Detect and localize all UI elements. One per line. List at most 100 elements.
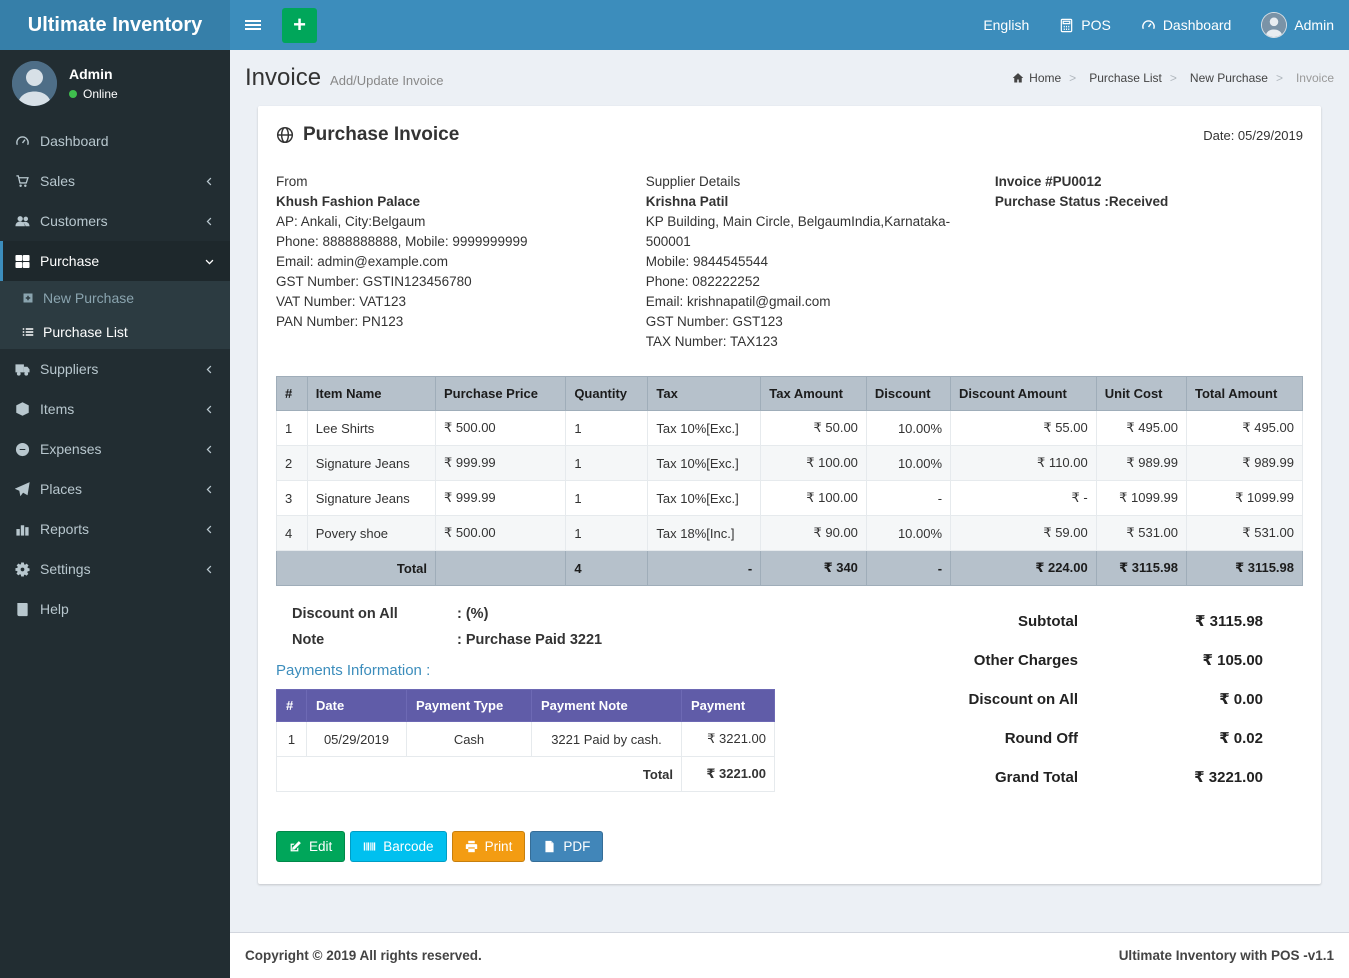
edit-button[interactable]: Edit bbox=[276, 831, 346, 862]
summary-other-charges: Other Charges ₹ 105.00 bbox=[973, 652, 1263, 669]
payment-row: 1 05/29/2019 Cash 3221 Paid by cash. ₹ 3… bbox=[276, 721, 775, 757]
items-total-amount: ₹ 3115.98 bbox=[1186, 550, 1303, 586]
sidebar-toggle-button[interactable] bbox=[230, 0, 276, 50]
sidebar-menu: Dashboard Sales Customers Purchase bbox=[0, 121, 230, 629]
navbar-right: English POS Dashboard Admin bbox=[968, 0, 1349, 50]
sidebar-item-places[interactable]: Places bbox=[0, 469, 230, 509]
app-logo[interactable]: Ultimate Inventory bbox=[0, 0, 230, 50]
cell: ₹ 495.00 bbox=[1186, 410, 1303, 446]
cell bbox=[435, 550, 567, 586]
supplier-gst: GST Number: GST123 bbox=[645, 314, 783, 329]
invoice-lower-section: Discount on All : (%) Note : Purchase Pa… bbox=[276, 606, 1303, 807]
cell: 1 bbox=[565, 445, 649, 481]
discount-on-all-value: : (%) bbox=[457, 606, 489, 622]
breadcrumb-home[interactable]: Home bbox=[1012, 71, 1061, 85]
invoice-card: Purchase Invoice Date: 05/29/2019 From K… bbox=[258, 106, 1321, 884]
from-pan: PAN Number: PN123 bbox=[276, 314, 404, 329]
chevron-left-icon bbox=[206, 217, 212, 225]
sidebar-item-help[interactable]: Help bbox=[0, 589, 230, 629]
nav-pos[interactable]: POS bbox=[1044, 0, 1126, 50]
sidebar-item-reports[interactable]: Reports bbox=[0, 509, 230, 549]
items-header-row: # Item Name Purchase Price Quantity Tax … bbox=[276, 376, 1303, 411]
sidebar-item-purchase-list[interactable]: Purchase List bbox=[0, 315, 230, 349]
barcode-button[interactable]: Barcode bbox=[350, 831, 447, 862]
col-payment-note: Payment Note bbox=[531, 689, 682, 722]
sidebar-item-new-purchase[interactable]: New Purchase bbox=[0, 281, 230, 315]
table-row: 1 Lee Shirts ₹ 500.00 1 Tax 10%[Exc.] ₹ … bbox=[276, 410, 1303, 446]
cell: ₹ 495.00 bbox=[1095, 410, 1188, 446]
col-item-name: Item Name bbox=[306, 376, 437, 411]
items-total-tax: - bbox=[647, 550, 762, 586]
note-value: : Purchase Paid 3221 bbox=[457, 632, 603, 648]
cell: - bbox=[865, 480, 952, 516]
cell: Tax 10%[Exc.] bbox=[647, 445, 762, 481]
cell: 4 bbox=[276, 515, 308, 551]
cell: Signature Jeans bbox=[306, 445, 437, 481]
summary-subtotal: Subtotal ₹ 3115.98 bbox=[1018, 613, 1263, 630]
from-phone: Phone: 8888888888, Mobile: 9999999999 bbox=[276, 234, 528, 249]
pdf-button[interactable]: PDF bbox=[530, 831, 604, 862]
footer-version: Ultimate Inventory with POS -v1.1 bbox=[1118, 948, 1334, 963]
sidebar-item-sales[interactable]: Sales bbox=[0, 161, 230, 201]
sidebar-item-suppliers[interactable]: Suppliers bbox=[0, 349, 230, 389]
cell: 10.00% bbox=[865, 515, 952, 551]
from-vat: VAT Number: VAT123 bbox=[276, 294, 407, 309]
cell: ₹ 500.00 bbox=[435, 410, 567, 446]
invoice-summary: Subtotal ₹ 3115.98 Other Charges ₹ 105.0… bbox=[841, 606, 1303, 807]
items-total-row: Total 4 - ₹ 340 - ₹ 224.00 ₹ 3115.98 ₹ 3… bbox=[275, 550, 1303, 586]
breadcrumb-new-purchase[interactable]: New Purchase bbox=[1162, 71, 1268, 85]
sidebar-item-items[interactable]: Items bbox=[0, 389, 230, 429]
cell: Lee Shirts bbox=[306, 410, 437, 446]
sidebar-item-expenses[interactable]: Expenses bbox=[0, 429, 230, 469]
purchase-submenu-wrap: New Purchase Purchase List bbox=[0, 281, 230, 349]
table-row: 2 Signature Jeans ₹ 999.99 1 Tax 10%[Exc… bbox=[276, 445, 1303, 481]
sidebar: Admin Online Dashboard Sales bbox=[0, 50, 230, 978]
purchase-status: Purchase Status :Received bbox=[994, 194, 1169, 209]
breadcrumb-purchase-list[interactable]: Purchase List bbox=[1061, 71, 1162, 85]
payments-heading: Payments Information : bbox=[276, 662, 431, 679]
supplier-tax: TAX Number: TAX123 bbox=[645, 334, 778, 349]
items-total-discount-amount: ₹ 224.00 bbox=[950, 550, 1097, 586]
cell: 10.00% bbox=[865, 445, 952, 481]
cell: 1 bbox=[565, 515, 649, 551]
cell: ₹ 90.00 bbox=[760, 515, 867, 551]
new-purchase-icon bbox=[23, 293, 33, 303]
payments-header-row: # Date Payment Type Payment Note Payment bbox=[276, 689, 775, 722]
nav-dashboard[interactable]: Dashboard bbox=[1126, 0, 1247, 50]
plus-icon: + bbox=[293, 12, 306, 37]
sidebar-item-settings[interactable]: Settings bbox=[0, 549, 230, 589]
hamburger-icon bbox=[245, 20, 261, 30]
cell: ₹ - bbox=[950, 480, 1097, 516]
add-button[interactable]: + bbox=[282, 7, 317, 43]
supplier-address: KP Building, Main Circle, BelgaumIndia,K… bbox=[645, 214, 951, 249]
col-quantity: Quantity bbox=[565, 376, 649, 411]
payments-table: # Date Payment Type Payment Note Payment bbox=[276, 689, 775, 792]
cell: ₹ 500.00 bbox=[435, 515, 567, 551]
col-purchase-price: Purchase Price bbox=[435, 376, 567, 411]
content: Invoice Add/Update Invoice Home Purchase… bbox=[230, 50, 1349, 932]
col-discount-amount: Discount Amount bbox=[950, 376, 1097, 411]
places-paper-plane-icon bbox=[15, 481, 30, 496]
nav-user[interactable]: Admin bbox=[1246, 0, 1349, 50]
col-payment: Payment bbox=[681, 689, 775, 722]
cell: Povery shoe bbox=[306, 515, 437, 551]
nav-language[interactable]: English bbox=[983, 17, 1030, 33]
sidebar-item-dashboard[interactable]: Dashboard bbox=[0, 121, 230, 161]
col-payment-type: Payment Type bbox=[406, 689, 532, 722]
navbar: + English POS Dashboard Admin bbox=[230, 0, 1349, 50]
main-wrap: Admin Online Dashboard Sales bbox=[0, 50, 1349, 978]
chevron-down-icon bbox=[205, 259, 214, 264]
col-index: # bbox=[276, 376, 308, 411]
person-icon bbox=[1262, 13, 1287, 37]
supplier-name: Krishna Patil bbox=[645, 194, 729, 209]
invoice-parties: From Khush Fashion Palace AP: Ankali, Ci… bbox=[276, 172, 1303, 352]
from-address: AP: Ankali, City:Belgaum bbox=[276, 214, 426, 229]
print-button[interactable]: Print bbox=[451, 831, 526, 862]
discount-on-all-label: Discount on All bbox=[292, 606, 398, 622]
sidebar-item-customers[interactable]: Customers bbox=[0, 201, 230, 241]
footer: Copyright © 2019 All rights reserved. Ul… bbox=[230, 932, 1349, 978]
sidebar-item-purchase[interactable]: Purchase bbox=[0, 241, 230, 281]
cell: 1 bbox=[565, 410, 649, 446]
supplier-mobile: Mobile: 9844545544 bbox=[645, 254, 769, 269]
cell: ₹ 989.99 bbox=[1186, 445, 1303, 481]
